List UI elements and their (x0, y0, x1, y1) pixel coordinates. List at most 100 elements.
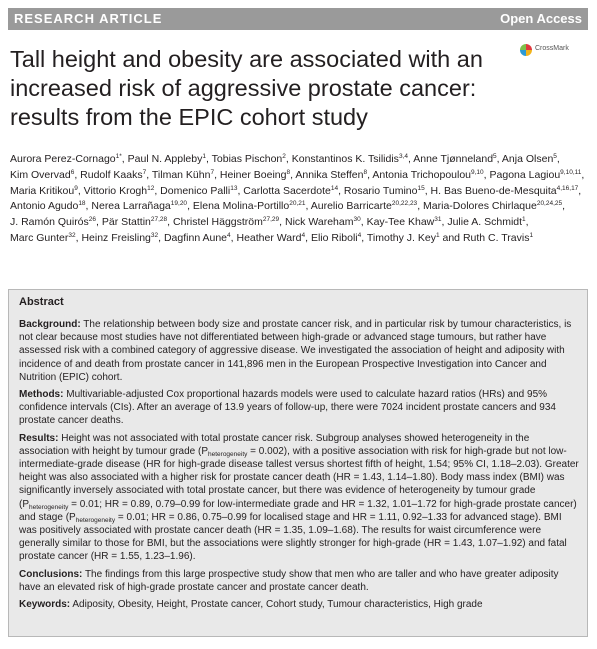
author-affiliation: 8 (286, 168, 291, 176)
p-heterogeneity-subscript: heterogeneity (208, 450, 248, 458)
abstract-box: Abstract Background: The relationship be… (8, 289, 588, 637)
author-name-text: Elena Molina-Portillo (192, 200, 290, 213)
author-name-text: Heinz Freisling (81, 231, 151, 244)
author-name[interactable]: Heiner Boeing8 (220, 169, 290, 181)
author-name-text: Konstantinos K. Tsilidis (291, 153, 399, 165)
author-affiliation: 32 (150, 231, 159, 239)
author-name[interactable]: Pagona Lagiou9,10,11 (490, 169, 582, 181)
author-name[interactable]: Anja Olsen5 (502, 153, 557, 165)
author-affiliation: 9,10 (471, 168, 484, 176)
author-name[interactable]: Timothy J. Key1 (367, 232, 440, 244)
crossmark-badge[interactable]: CrossMark (520, 44, 590, 58)
author-name[interactable]: Paul N. Appleby1 (128, 153, 206, 165)
author-name[interactable]: Konstantinos K. Tsilidis3,4 (292, 153, 408, 165)
author-affiliation: 26 (88, 216, 97, 224)
author-name[interactable]: Tilman Kühn7 (152, 169, 214, 181)
background-label: Background: (19, 319, 81, 330)
author-affiliation: 2 (282, 153, 286, 160)
author-name-text: Annika Steffen (295, 168, 364, 181)
author-name[interactable]: Annika Steffen8 (295, 169, 367, 181)
results-text-3: = 0.01; HR = 0.89, 0.79–0.99 for low-int… (19, 498, 577, 523)
author-name-text: Kim Overvad (10, 168, 71, 181)
author-name-text: Tobias Pischon (211, 153, 283, 165)
author-name[interactable]: J. Ramón Quirós26 (10, 216, 96, 228)
author-name[interactable]: Nick Wareham30 (285, 216, 361, 228)
author-name[interactable]: Kim Overvad6 (10, 169, 74, 181)
author-name-text: Elio Riboli (310, 231, 358, 244)
author-name[interactable]: Christel Häggström27,29 (173, 216, 279, 228)
author-name-text: Marc Gunter (10, 231, 69, 244)
author-name[interactable]: Kay-Tee Khaw31 (367, 216, 442, 228)
author-name[interactable]: Antonia Trichopoulou9,10 (372, 169, 483, 181)
author-name[interactable]: Maria-Dolores Chirlaque20,24,25 (423, 200, 562, 212)
author-affiliation: 9,10,11 (560, 168, 582, 176)
author-name[interactable]: Aurelio Barricarte20,22,23 (311, 200, 417, 212)
article-type-label: RESEARCH ARTICLE (14, 11, 163, 26)
author-affiliation: 6 (70, 168, 75, 176)
author-name[interactable]: Dagfinn Aune4 (164, 232, 231, 244)
author-affiliation: 20,21 (289, 200, 306, 208)
author-affiliation: 8 (363, 168, 368, 176)
author-name[interactable]: Heather Ward4 (237, 232, 306, 244)
author-name[interactable]: Ruth C. Travis1 (463, 232, 533, 244)
author-name-text: Maria-Dolores Chirlaque (423, 200, 537, 213)
author-affiliation: 5 (493, 153, 497, 160)
author-name-text: Dagfinn Aune (163, 231, 228, 244)
author-name-text: Pär Stattin (101, 216, 151, 229)
conclusions-label: Conclusions: (19, 568, 83, 580)
author-name-text: Carlotta Sacerdote (243, 184, 331, 197)
author-name-text: Julie A. Schmidt (447, 216, 523, 229)
author-name-text: Paul N. Appleby (127, 153, 203, 165)
abstract-results: Results: Height was not associated with … (19, 432, 579, 564)
author-name[interactable]: Maria Kritikou9 (10, 185, 78, 197)
author-name-text: Nick Wareham (285, 216, 354, 229)
author-name[interactable]: Heinz Freisling32 (81, 232, 158, 244)
author-name[interactable]: Tobias Pischon2 (212, 153, 286, 165)
author-name[interactable]: Elio Riboli4 (311, 232, 361, 244)
author-name[interactable]: Nerea Larrañaga19,20 (91, 200, 187, 212)
author-affiliation: 32 (68, 231, 76, 239)
crossmark-label: CrossMark (535, 45, 569, 52)
author-name[interactable]: Anne Tjønneland5 (413, 153, 496, 165)
author-affiliation: 13 (230, 184, 238, 192)
author-affiliation: 1 (529, 231, 534, 239)
author-name[interactable]: Rudolf Kaaks7 (80, 169, 146, 181)
author-name-text: Kay-Tee Khaw (366, 216, 435, 229)
author-name-text: Pagona Lagiou (489, 168, 561, 181)
author-affiliation: 9 (74, 184, 78, 192)
author-name[interactable]: Rosario Tumino15 (344, 185, 425, 197)
author-name[interactable]: Domenico Palli13 (160, 185, 237, 197)
results-text-2: = 0.002), with a positive association wi… (19, 445, 579, 510)
keywords-text: Adiposity, Obesity, Height, Prostate can… (72, 599, 483, 611)
abstract-background: Background: The relationship between bod… (19, 318, 579, 384)
methods-text: Multivariable-adjusted Cox proportional … (19, 389, 556, 427)
author-list: Aurora Perez-Cornago1*, Paul N. Appleby1… (10, 153, 585, 244)
abstract-conclusions: Conclusions: The findings from this larg… (19, 568, 579, 594)
author-name[interactable]: Carlotta Sacerdote14 (243, 185, 338, 197)
author-affiliation: 12 (147, 184, 155, 192)
author-affiliation: 7 (210, 168, 215, 176)
author-affiliation: 19,20 (170, 200, 188, 208)
author-name[interactable]: Pär Stattin27,28 (102, 216, 167, 228)
author-name[interactable]: H. Bas Bueno-de-Mesquita4,16,17 (431, 185, 579, 197)
article-type-banner: RESEARCH ARTICLE Open Access (8, 8, 588, 30)
author-name[interactable]: Elena Molina-Portillo20,21 (193, 200, 306, 212)
author-name-text: Heather Ward (236, 231, 302, 244)
author-name-text: Anja Olsen (501, 153, 554, 165)
author-name-text: Rudolf Kaaks (80, 168, 143, 181)
author-name[interactable]: Aurora Perez-Cornago1* (10, 153, 122, 165)
author-name[interactable]: Vittorio Krogh12 (84, 185, 155, 197)
author-name-text: Maria Kritikou (10, 184, 75, 197)
background-text: The relationship between body size and p… (19, 319, 572, 383)
author-name[interactable]: Antonio Agudo18 (10, 200, 86, 212)
author-name-text: Tilman Kühn (151, 168, 211, 181)
author-affiliation: 27,29 (262, 216, 280, 224)
open-access-label[interactable]: Open Access (500, 11, 582, 26)
author-name[interactable]: Julie A. Schmidt1 (447, 216, 525, 228)
author-name[interactable]: Marc Gunter32 (10, 232, 76, 244)
author-affiliation: 1 (522, 216, 526, 224)
p-heterogeneity-subscript: heterogeneity (75, 516, 116, 524)
author-affiliation: 4,16,17 (556, 184, 579, 192)
results-text-4: = 0.01; HR = 0.86, 0.75–0.99 for localis… (19, 511, 567, 563)
author-affiliation: 20,22,23 (391, 200, 418, 208)
